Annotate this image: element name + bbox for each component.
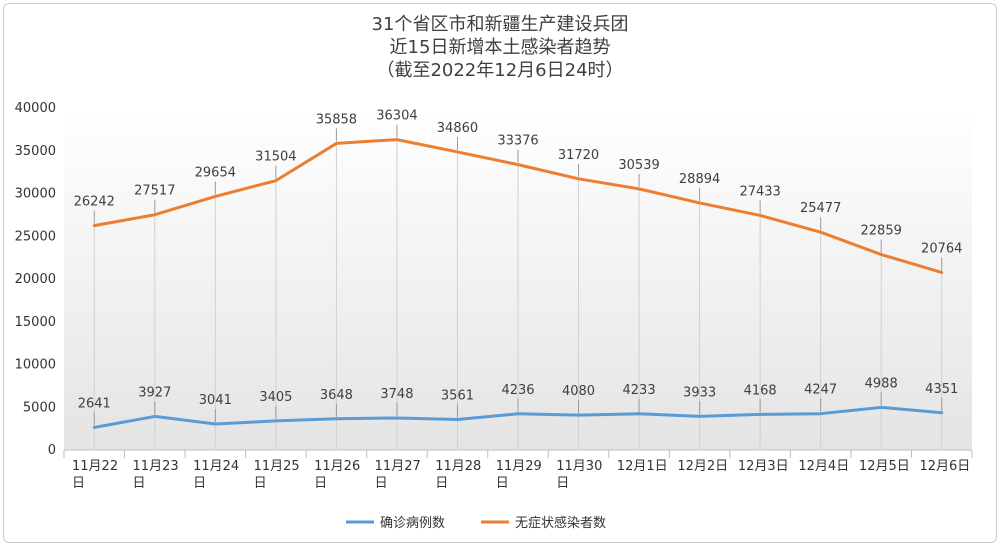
- data-label: 4351: [925, 382, 958, 397]
- x-tick-label: 11月27: [375, 459, 421, 474]
- y-tick-label: 20000: [15, 272, 56, 287]
- data-label: 31720: [558, 148, 599, 163]
- data-label: 3927: [138, 385, 171, 400]
- y-tick-label: 25000: [15, 229, 56, 244]
- data-label: 20764: [921, 241, 962, 256]
- data-label: 4233: [623, 383, 656, 398]
- chart-title-line: （截至2022年12月6日24时）: [376, 60, 623, 81]
- data-label: 28894: [679, 172, 720, 187]
- series-line-1: [92, 138, 944, 274]
- data-label: 3748: [380, 387, 413, 402]
- x-tick-label: 日: [375, 476, 388, 491]
- data-label: 3405: [259, 390, 292, 405]
- data-label: 22859: [861, 224, 902, 239]
- data-label: 3648: [320, 388, 353, 403]
- data-label: 33376: [497, 134, 538, 149]
- data-label: 3041: [199, 393, 232, 408]
- y-tick-label: 15000: [15, 315, 56, 330]
- x-tick-label: 日: [435, 476, 448, 491]
- x-tick-label: 日: [556, 476, 569, 491]
- data-label: 4236: [501, 383, 534, 398]
- y-tick-label: 10000: [15, 358, 56, 373]
- data-label: 30539: [618, 158, 659, 173]
- x-tick-label: 日: [314, 476, 327, 491]
- data-label: 3933: [683, 385, 716, 400]
- x-tick-label: 12月4日: [798, 459, 849, 474]
- y-tick-label: 5000: [23, 400, 56, 415]
- data-label: 3561: [441, 389, 474, 404]
- x-tick-label: 日: [254, 476, 267, 491]
- data-label: 36304: [376, 109, 417, 124]
- x-tick-label: 11月22: [72, 459, 118, 474]
- data-label: 25477: [800, 201, 841, 216]
- data-label: 26242: [74, 195, 115, 210]
- line-chart: 31个省区市和新疆生产建设兵团近15日新增本土感染者趋势（截至2022年12月6…: [15, 14, 973, 531]
- x-tick-label: 11月30: [556, 459, 602, 474]
- x-tick-label: 日: [133, 476, 146, 491]
- data-label: 29654: [195, 165, 236, 180]
- x-tick-label: 12月3日: [738, 459, 789, 474]
- y-tick-label: 35000: [15, 144, 56, 159]
- data-label: 4988: [865, 376, 898, 391]
- x-tick-label: 11月24: [193, 459, 239, 474]
- x-tick-label: 12月6日: [919, 459, 970, 474]
- x-tick-label: 11月28: [435, 459, 481, 474]
- x-tick-label: 12月1日: [617, 459, 668, 474]
- x-tick-label: 12月5日: [859, 459, 910, 474]
- chart-frame: 31个省区市和新疆生产建设兵团 近15日新增本土感染者趋势 （截至2022年12月6…: [3, 3, 997, 543]
- x-tick-label: 12月2日: [677, 459, 728, 474]
- legend-label: 确诊病例数: [380, 516, 445, 531]
- data-label: 31504: [255, 150, 296, 165]
- data-label: 4247: [804, 383, 837, 398]
- data-label: 4168: [744, 383, 777, 398]
- data-label: 27433: [739, 184, 780, 199]
- data-label: 4080: [562, 384, 595, 399]
- y-tick-label: 30000: [15, 187, 56, 202]
- x-tick-label: 11月29: [496, 459, 542, 474]
- x-tick-label: 日: [72, 476, 85, 491]
- x-tick-label: 11月23: [133, 459, 179, 474]
- data-label: 35858: [316, 112, 357, 127]
- data-label: 27517: [134, 184, 175, 199]
- chart-title-line: 近15日新增本土感染者趋势: [390, 37, 611, 58]
- x-tick-label: 11月26: [314, 459, 360, 474]
- y-tick-label: 40000: [15, 101, 56, 116]
- series-line-0: [92, 405, 944, 429]
- data-label: 34860: [437, 121, 478, 136]
- x-tick-label: 日: [496, 476, 509, 491]
- legend-label: 无症状感染者数: [515, 515, 606, 531]
- x-tick-label: 日: [193, 476, 206, 491]
- data-label: 2641: [78, 396, 111, 411]
- chart-title-line: 31个省区市和新疆生产建设兵团: [372, 14, 629, 35]
- x-tick-label: 11月25: [254, 459, 300, 474]
- y-tick-label: 0: [48, 443, 56, 458]
